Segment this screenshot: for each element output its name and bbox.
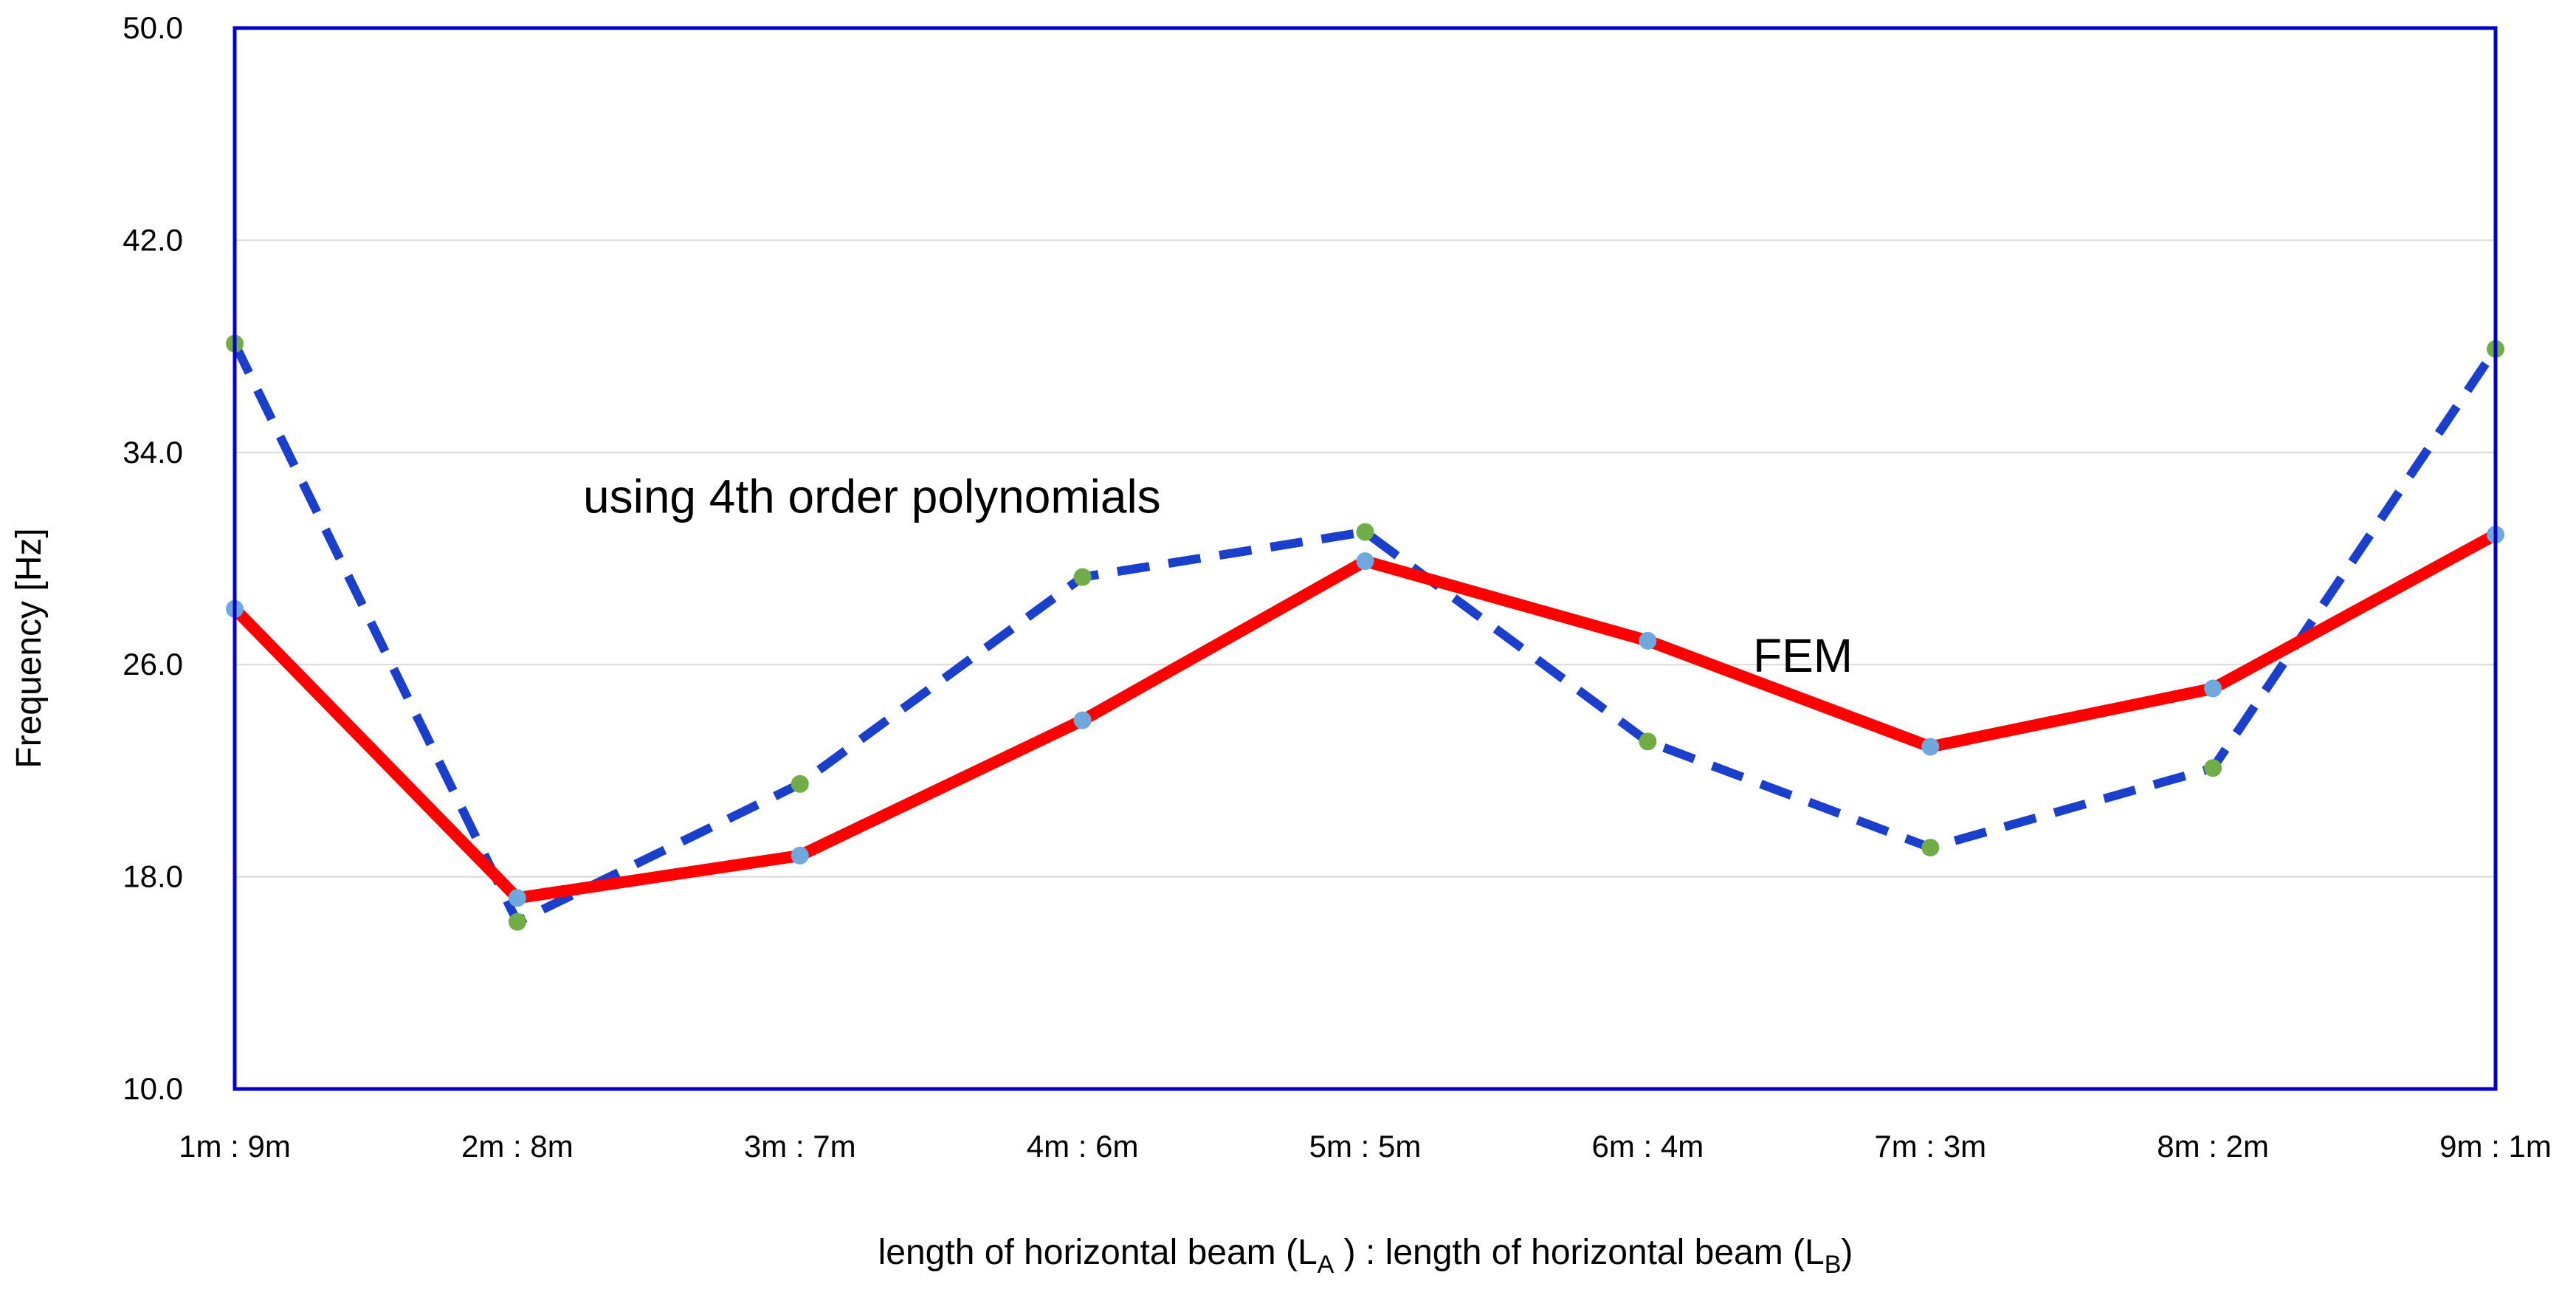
x-tick-label-6: 7m : 3m bbox=[1874, 1129, 1986, 1164]
series-line-1 bbox=[230, 341, 2499, 927]
y-tick-labels: 10.0 18.0 26.0 34.0 42.0 50.0 bbox=[123, 10, 183, 1106]
y-tick-label-4: 42.0 bbox=[123, 222, 183, 257]
x-tick-label-4: 5m : 5m bbox=[1309, 1129, 1422, 1164]
series-1-point-2 bbox=[791, 774, 809, 793]
x-tick-label-2: 3m : 7m bbox=[744, 1129, 856, 1164]
series-layer bbox=[230, 341, 2499, 927]
markers-layer bbox=[226, 334, 2504, 931]
series-1-point-1 bbox=[508, 913, 526, 931]
y-tick-label-0: 10.0 bbox=[123, 1071, 183, 1106]
series-1-point-3 bbox=[1073, 568, 1092, 586]
series-0-point-3 bbox=[1073, 711, 1092, 729]
series-1-point-4 bbox=[1356, 523, 1374, 541]
x-axis-title-sub-b: B bbox=[1825, 1251, 1842, 1279]
series-0-point-1 bbox=[508, 889, 526, 907]
x-axis-title-part3: ) bbox=[1841, 1233, 1853, 1272]
annotation-0: using 4th order polynomials bbox=[583, 470, 1161, 523]
x-tick-labels: 1m : 9m 2m : 8m 3m : 7m 4m : 6m 5m : 5m 6m : … bbox=[179, 1129, 2552, 1164]
annotations: using 4th order polynomials FEM bbox=[583, 470, 1853, 683]
x-tick-label-3: 4m : 6m bbox=[1027, 1129, 1139, 1164]
series-1-point-7 bbox=[2204, 759, 2222, 777]
x-tick-label-5: 6m : 4m bbox=[1592, 1129, 1704, 1164]
y-tick-label-3: 34.0 bbox=[123, 435, 183, 470]
y-tick-label-1: 18.0 bbox=[123, 859, 183, 894]
y-tick-label-2: 26.0 bbox=[123, 647, 183, 681]
x-tick-label-8: 9m : 1m bbox=[2439, 1129, 2552, 1164]
x-tick-label-1: 2m : 8m bbox=[461, 1129, 574, 1164]
series-1-point-6 bbox=[1921, 839, 1940, 857]
series-0-point-6 bbox=[1921, 738, 1940, 756]
series-0-point-7 bbox=[2204, 679, 2222, 698]
series-line-0 bbox=[230, 529, 2498, 904]
x-axis-title: length of horizontal beam (LA ) : length… bbox=[878, 1233, 1853, 1279]
series-1-point-5 bbox=[1639, 732, 1657, 751]
x-axis-title-part1: length of horizontal beam (L bbox=[878, 1233, 1318, 1272]
y-axis-title: Frequency [Hz] bbox=[10, 528, 49, 768]
y-tick-label-5: 50.0 bbox=[123, 10, 183, 45]
series-0-point-5 bbox=[1639, 631, 1657, 650]
x-axis-title-part2: ) : length of horizontal beam (L bbox=[1334, 1233, 1824, 1272]
plot-frame bbox=[233, 26, 2498, 1091]
x-tick-label-7: 8m : 2m bbox=[2157, 1129, 2269, 1164]
series-0-point-4 bbox=[1356, 552, 1374, 571]
x-tick-label-0: 1m : 9m bbox=[179, 1129, 291, 1164]
annotation-1: FEM bbox=[1753, 629, 1853, 682]
x-axis-title-sub-a: A bbox=[1318, 1251, 1335, 1279]
series-0-point-2 bbox=[791, 846, 809, 865]
